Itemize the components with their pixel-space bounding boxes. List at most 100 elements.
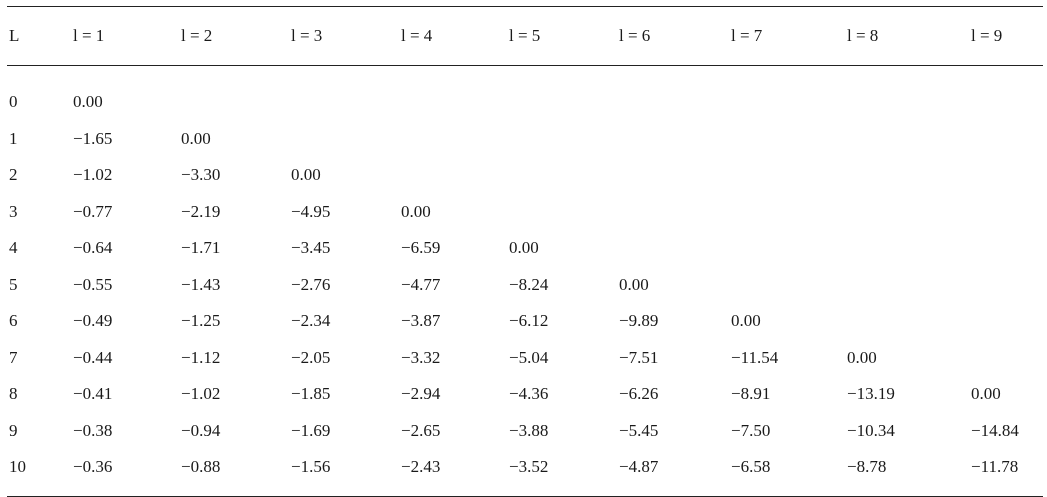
table-cell: −7.51 (619, 347, 659, 367)
table-cell (969, 230, 1043, 267)
table-cell (289, 66, 399, 121)
row-label-cell: 6 (9, 311, 18, 331)
table-cell (969, 194, 1043, 231)
table-cell: −3.52 (509, 457, 549, 477)
table-cell: −0.38 (73, 420, 113, 440)
table-cell (729, 267, 845, 304)
table-cell: −6.12 (509, 311, 549, 331)
table-cell: −3.45 (291, 238, 331, 258)
table-cell (617, 157, 729, 194)
table-cell (729, 194, 845, 231)
table-cell: −14.84 (971, 420, 1019, 440)
row-label-cell: 9 (9, 420, 18, 440)
table-cell (729, 230, 845, 267)
header-cell-l4: l = 4 (401, 26, 433, 45)
table-cell (617, 66, 729, 121)
data-table-container: L l = 1 l = 2 l = 3 l = 4 l = 5 l = 6 l … (7, 6, 1043, 497)
header-cell-l7: l = 7 (731, 26, 763, 45)
table-cell: −13.19 (847, 384, 895, 404)
table-cell: −0.88 (181, 457, 221, 477)
table-cell: −3.32 (401, 347, 441, 367)
table-row: 1 −1.65 0.00 (7, 121, 1043, 158)
table-cell (969, 340, 1043, 377)
table-cell: −1.65 (73, 128, 113, 148)
table-cell: −3.88 (509, 420, 549, 440)
row-label-cell: 10 (9, 457, 26, 477)
table-cell (507, 194, 617, 231)
table-cell: −1.71 (181, 238, 221, 258)
table-cell: −2.34 (291, 311, 331, 331)
header-cell-l2: l = 2 (181, 26, 213, 45)
table-row: 4 −0.64 −1.71 −3.45 −6.59 0.00 (7, 230, 1043, 267)
table-cell: 0.00 (509, 238, 539, 258)
table-cell: −6.59 (401, 238, 441, 258)
table-cell: −1.43 (181, 274, 221, 294)
table-cell: −1.56 (291, 457, 331, 477)
table-cell (399, 121, 507, 158)
table-cell (399, 66, 507, 121)
table-cell: −3.30 (181, 165, 221, 185)
table-cell (507, 157, 617, 194)
table-cell (969, 157, 1043, 194)
table-cell (399, 157, 507, 194)
table-cell (289, 121, 399, 158)
table-cell: −4.77 (401, 274, 441, 294)
table-cell (179, 66, 289, 121)
table-cell (729, 66, 845, 121)
table-cell (969, 121, 1043, 158)
row-label-cell: 3 (9, 201, 18, 221)
table-cell: −5.04 (509, 347, 549, 367)
header-cell-l8: l = 8 (847, 26, 879, 45)
table-cell: 0.00 (291, 165, 321, 185)
table-cell: −1.85 (291, 384, 331, 404)
table-cell (845, 121, 969, 158)
table-cell: −2.76 (291, 274, 331, 294)
table-cell: 0.00 (971, 384, 1001, 404)
table-cell: −4.87 (619, 457, 659, 477)
table-row: 8 −0.41 −1.02 −1.85 −2.94 −4.36 −6.26 −8.91 −13.… (7, 376, 1043, 413)
header-cell-l9: l = 9 (971, 26, 1003, 45)
table-cell (617, 121, 729, 158)
table-cell: −4.36 (509, 384, 549, 404)
table-cell (845, 267, 969, 304)
table-cell: −0.55 (73, 274, 113, 294)
table-row: 2 −1.02 −3.30 0.00 (7, 157, 1043, 194)
table-row: 10 −0.36 −0.88 −1.56 −2.43 −3.52 −4.87 −6.58 −8.… (7, 449, 1043, 496)
table-cell: 0.00 (619, 274, 649, 294)
header-cell-L: L (9, 26, 20, 45)
header-cell-l1: l = 1 (73, 26, 105, 45)
table-cell (729, 121, 845, 158)
row-label-cell: 8 (9, 384, 18, 404)
table-cell (845, 66, 969, 121)
table-cell: −2.94 (401, 384, 441, 404)
table-row: 5 −0.55 −1.43 −2.76 −4.77 −8.24 0.00 (7, 267, 1043, 304)
table-cell: 0.00 (73, 92, 103, 112)
table-row: 0 0.00 (7, 66, 1043, 121)
table-cell: −0.77 (73, 201, 113, 221)
table-cell: −7.50 (731, 420, 771, 440)
table-cell: −8.91 (731, 384, 771, 404)
table-cell: 0.00 (401, 201, 431, 221)
table-cell: −2.05 (291, 347, 331, 367)
table-cell: −0.36 (73, 457, 113, 477)
table-cell: −1.25 (181, 311, 221, 331)
row-label-cell: 2 (9, 165, 18, 185)
table-cell (969, 303, 1043, 340)
table-cell: −0.94 (181, 420, 221, 440)
table-cell (845, 157, 969, 194)
row-label-cell: 1 (9, 128, 18, 148)
table-cell: −2.43 (401, 457, 441, 477)
table-cell: 0.00 (731, 311, 761, 331)
table-row: 7 −0.44 −1.12 −2.05 −3.32 −5.04 −7.51 −11.54 0.0… (7, 340, 1043, 377)
table-cell: −11.54 (731, 347, 779, 367)
table-cell: −2.65 (401, 420, 441, 440)
table-cell: −1.69 (291, 420, 331, 440)
row-label-cell: 7 (9, 347, 18, 367)
table-cell: −1.02 (181, 384, 221, 404)
table-cell: −2.19 (181, 201, 221, 221)
table-cell (845, 230, 969, 267)
data-table: L l = 1 l = 2 l = 3 l = 4 l = 5 l = 6 l … (7, 6, 1043, 497)
table-cell (507, 66, 617, 121)
table-cell: 0.00 (181, 128, 211, 148)
table-cell (617, 230, 729, 267)
